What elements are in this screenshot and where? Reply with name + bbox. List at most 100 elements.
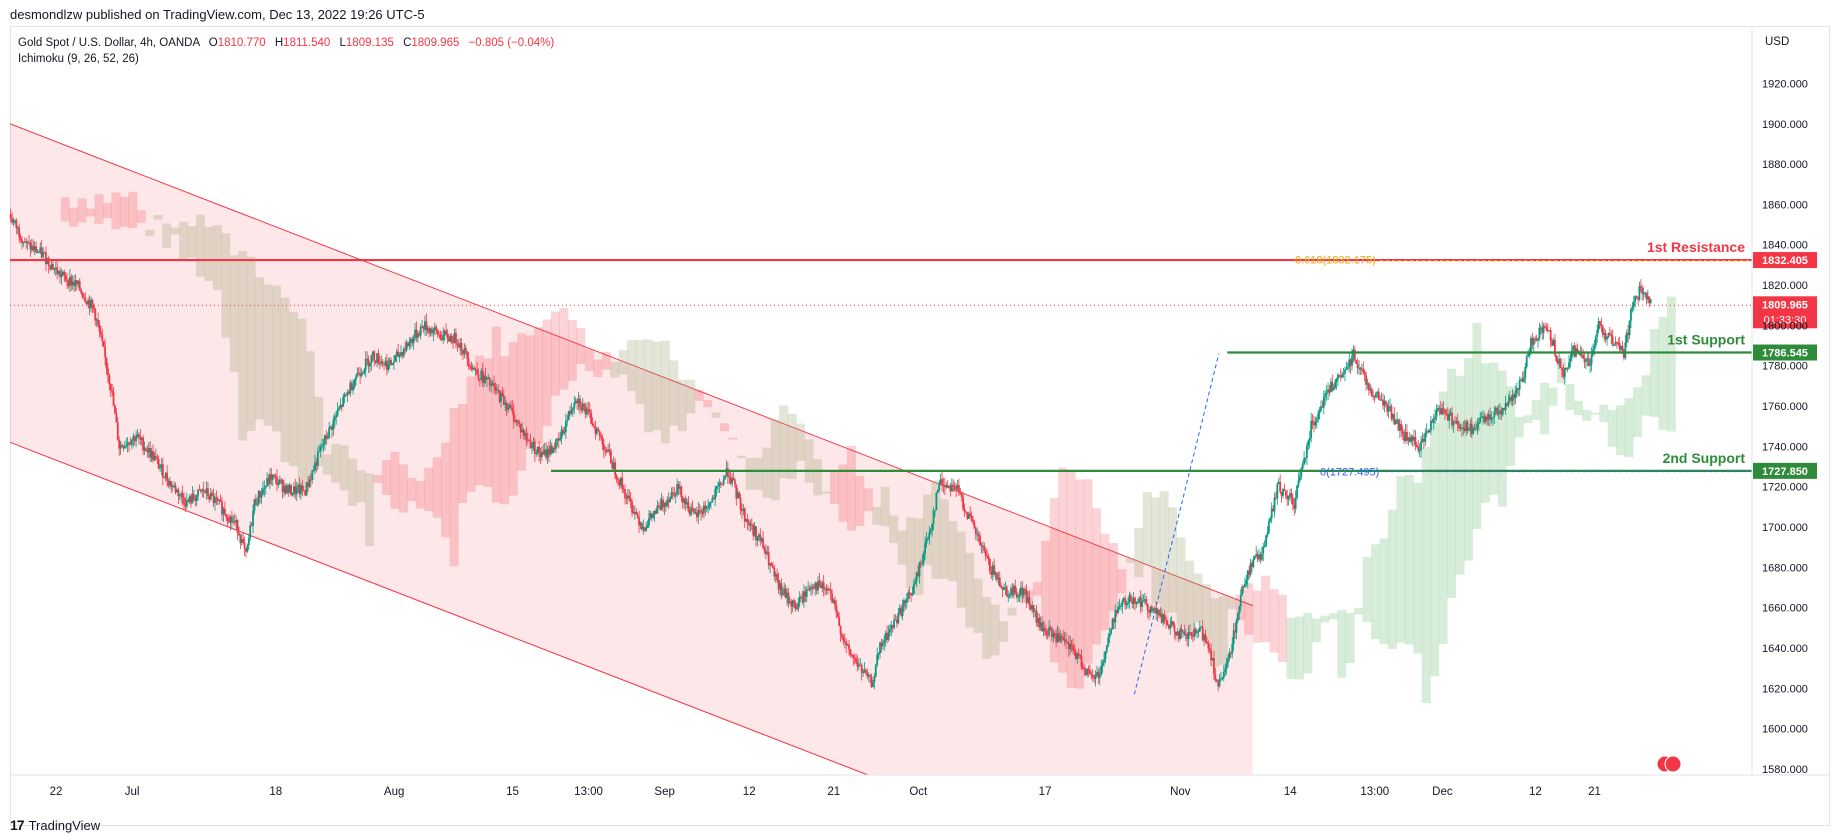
candle-body xyxy=(741,509,743,512)
cloud-segment xyxy=(1176,537,1186,627)
candle-body xyxy=(656,505,659,514)
fib-trend-line xyxy=(1133,353,1220,695)
candle-body xyxy=(1351,356,1353,366)
cloud-segment xyxy=(221,233,231,338)
candle-body xyxy=(1583,358,1586,362)
candle-body xyxy=(1155,607,1158,614)
candle-body xyxy=(384,360,387,365)
candle-body xyxy=(1100,665,1103,675)
candle-body xyxy=(87,300,90,305)
candle-body xyxy=(842,636,845,642)
candle-body xyxy=(253,499,256,511)
candle-body xyxy=(795,608,798,610)
candle-body xyxy=(1390,406,1393,419)
x-tick-label: Sep xyxy=(654,786,674,798)
price-chart[interactable]: 1st Resistance 1832.405 1st Support 1786.54… xyxy=(0,0,1832,815)
candle-body xyxy=(1353,349,1356,361)
candle-body xyxy=(354,376,357,381)
cloud-segment xyxy=(601,351,611,370)
candle-body xyxy=(1396,419,1398,421)
candle-body xyxy=(903,600,905,607)
candle-body xyxy=(183,498,185,505)
candle-body xyxy=(201,489,204,492)
candle-body xyxy=(1570,350,1573,359)
candle-body xyxy=(1143,599,1146,601)
candle-body xyxy=(1551,340,1553,346)
cloud-segment xyxy=(69,207,79,227)
cloud-segment xyxy=(1261,575,1271,643)
cloud-segment xyxy=(1320,615,1330,623)
y-tick-label: 1640.000 xyxy=(1762,643,1808,655)
candle-body xyxy=(666,499,669,507)
candle-body xyxy=(1021,587,1024,596)
cloud-segment xyxy=(990,604,1000,656)
candle-body xyxy=(1576,348,1579,353)
cloud-segment xyxy=(542,319,552,426)
y-tick-label: 1620.000 xyxy=(1762,683,1808,695)
candle-body xyxy=(1472,428,1475,434)
cloud-segment xyxy=(458,403,467,503)
candle-body xyxy=(518,422,521,425)
candle-body xyxy=(500,393,502,402)
us-flag-event-icon xyxy=(1656,755,1682,773)
candle-body xyxy=(1007,596,1010,598)
candle-body xyxy=(1306,445,1308,458)
candle-body xyxy=(181,493,184,499)
indicator-label: Ichimoku (9, 26, 52, 26) xyxy=(18,53,139,65)
candle-body xyxy=(1456,420,1459,425)
candle-body xyxy=(542,451,545,455)
candle-body xyxy=(574,400,577,404)
candle-body xyxy=(436,329,439,334)
cloud-segment xyxy=(1616,405,1626,456)
candle-body xyxy=(84,297,87,302)
candle-body xyxy=(1569,358,1572,363)
candle-body xyxy=(119,444,122,449)
candle-body xyxy=(687,501,690,512)
candle-body xyxy=(1300,468,1303,477)
candle-body xyxy=(60,274,63,278)
candle-body xyxy=(73,281,76,286)
candle-body xyxy=(425,321,428,331)
candle-body xyxy=(728,476,731,478)
candle-body xyxy=(846,644,849,646)
candle-body xyxy=(1265,535,1267,547)
level-price-label: 1727.850 xyxy=(1762,466,1808,478)
candle-body xyxy=(118,439,121,449)
cloud-segment xyxy=(1294,616,1304,680)
candle-body xyxy=(352,387,354,391)
candle-body xyxy=(710,501,712,503)
cloud-segment xyxy=(212,225,222,291)
candle-body xyxy=(1555,354,1558,361)
cloud-segment xyxy=(1379,538,1389,645)
candle-body xyxy=(32,245,35,251)
candle-body xyxy=(1091,674,1094,678)
candle-body xyxy=(1444,409,1446,414)
candle-body xyxy=(1646,296,1649,300)
cloud-segment xyxy=(1455,375,1465,575)
candle-body xyxy=(1138,597,1141,603)
candle-body xyxy=(1386,404,1389,412)
candle-body xyxy=(1260,553,1263,560)
candle-body xyxy=(1346,367,1349,369)
candle-body xyxy=(863,669,866,673)
cloud-segment xyxy=(1269,589,1279,653)
cloud-segment xyxy=(491,326,501,503)
candle-body xyxy=(752,525,755,536)
candle-body xyxy=(53,268,56,270)
candle-body xyxy=(1320,406,1322,411)
candle-body xyxy=(450,336,453,343)
candle-body xyxy=(1177,631,1180,639)
candle-body xyxy=(1627,332,1630,336)
candle-body xyxy=(800,596,803,599)
candle-body xyxy=(40,247,43,258)
candle-body xyxy=(184,504,187,507)
x-tick-label: Oct xyxy=(909,786,928,798)
cloud-segment xyxy=(373,474,383,484)
candle-body xyxy=(83,297,85,299)
x-tick-label: Dec xyxy=(1432,786,1453,798)
candle-body xyxy=(321,445,323,447)
candle-body xyxy=(965,511,967,513)
candle-body xyxy=(1118,606,1121,608)
candle-body xyxy=(749,524,752,526)
candle-body xyxy=(772,566,774,569)
